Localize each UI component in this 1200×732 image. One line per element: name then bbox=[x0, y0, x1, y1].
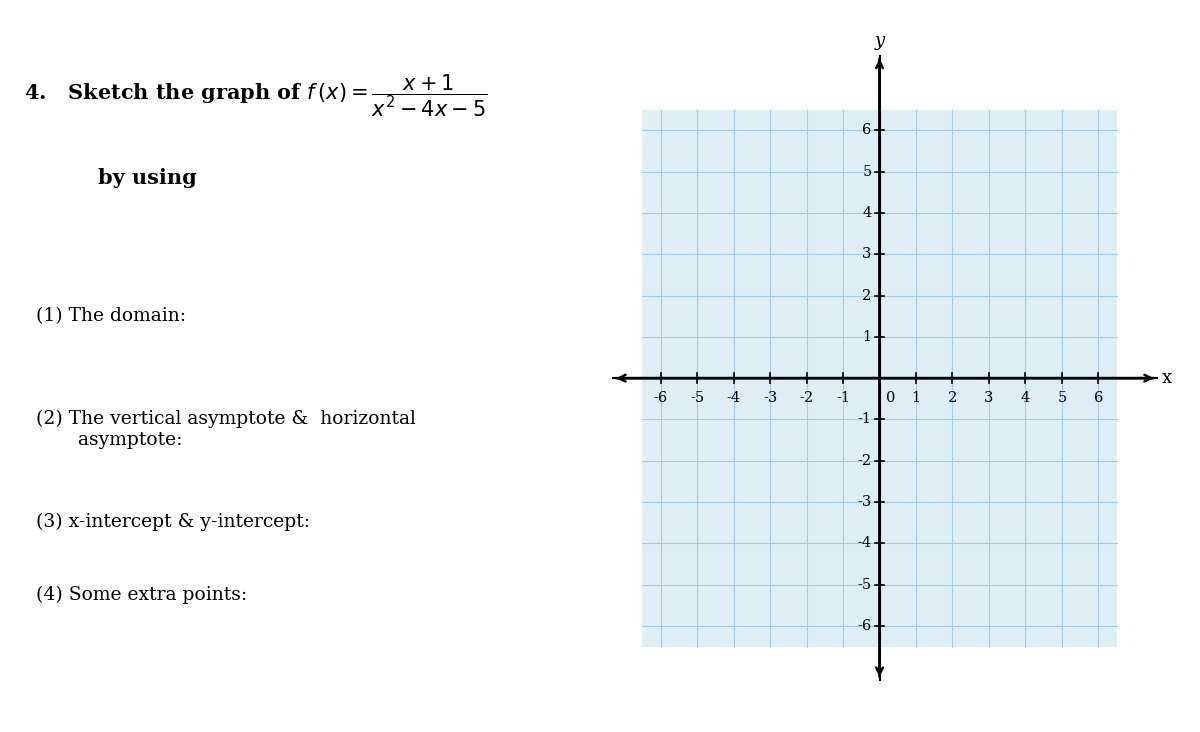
Text: x: x bbox=[1162, 369, 1172, 387]
Text: -2: -2 bbox=[857, 454, 871, 468]
Text: -3: -3 bbox=[763, 392, 778, 406]
Text: 2: 2 bbox=[948, 392, 958, 406]
Text: 0: 0 bbox=[886, 391, 895, 405]
Text: 3: 3 bbox=[984, 392, 994, 406]
Text: -4: -4 bbox=[726, 392, 740, 406]
Text: -2: -2 bbox=[799, 392, 814, 406]
Text: 1: 1 bbox=[863, 330, 871, 344]
Text: 4: 4 bbox=[1021, 392, 1030, 406]
Text: 6: 6 bbox=[862, 123, 871, 137]
Text: (2) The vertical asymptote &  horizontal
       asymptote:: (2) The vertical asymptote & horizontal … bbox=[36, 410, 415, 449]
Text: 4: 4 bbox=[863, 206, 871, 220]
Text: -3: -3 bbox=[857, 495, 871, 509]
Text: -6: -6 bbox=[857, 619, 871, 633]
Text: 5: 5 bbox=[1057, 392, 1067, 406]
Text: 2: 2 bbox=[863, 288, 871, 302]
Text: 3: 3 bbox=[862, 247, 871, 261]
Text: -1: -1 bbox=[858, 413, 871, 427]
Text: -4: -4 bbox=[857, 537, 871, 550]
Text: -6: -6 bbox=[654, 392, 668, 406]
Text: 4.   Sketch the graph of $f\,(x) = \dfrac{x+1}{x^2-4x-5}$: 4. Sketch the graph of $f\,(x) = \dfrac{… bbox=[24, 73, 487, 119]
Text: 1: 1 bbox=[912, 392, 920, 406]
Text: (3) x-intercept & y-intercept:: (3) x-intercept & y-intercept: bbox=[36, 512, 310, 531]
Bar bbox=[642, 110, 1116, 647]
Text: -1: -1 bbox=[836, 392, 850, 406]
Text: 6: 6 bbox=[1093, 392, 1103, 406]
Text: (4) Some extra points:: (4) Some extra points: bbox=[36, 586, 247, 604]
Text: -5: -5 bbox=[857, 578, 871, 591]
Text: -5: -5 bbox=[690, 392, 704, 406]
Text: by using: by using bbox=[98, 168, 197, 188]
Text: y: y bbox=[875, 31, 884, 50]
Text: (1) The domain:: (1) The domain: bbox=[36, 307, 186, 326]
Text: 5: 5 bbox=[863, 165, 871, 179]
